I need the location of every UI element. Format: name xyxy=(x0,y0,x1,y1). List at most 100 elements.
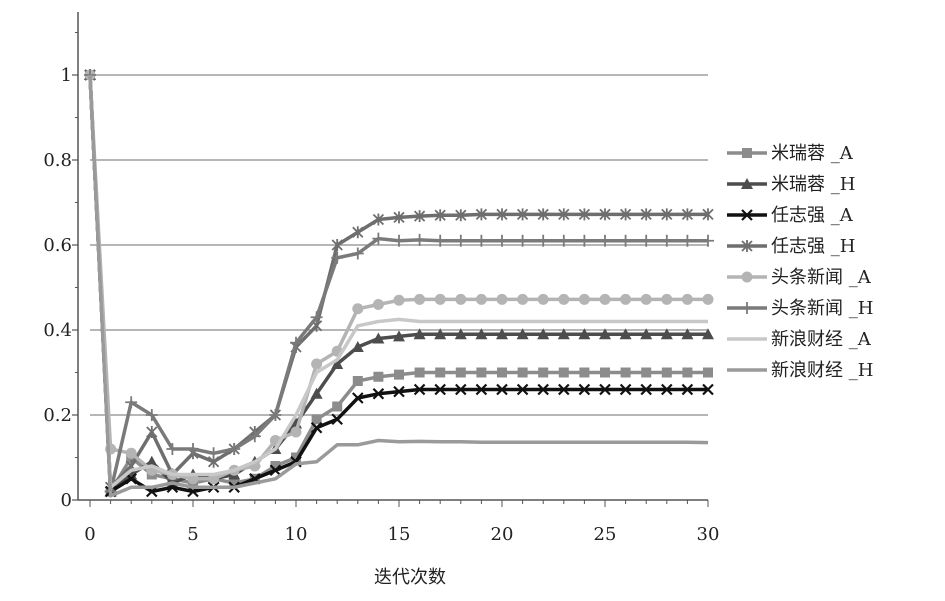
series-1-point xyxy=(579,367,590,378)
series-4-point xyxy=(475,208,488,221)
series-1-point xyxy=(311,414,322,425)
x-tick-label: 10 xyxy=(285,524,308,545)
series-3-point xyxy=(125,472,137,485)
series-layer xyxy=(84,69,714,498)
series-3-point xyxy=(434,383,446,396)
series-5 xyxy=(84,69,714,485)
series-1-point xyxy=(394,369,404,380)
series-5-point xyxy=(620,293,632,305)
legend-label-5: 头条新闻 _A xyxy=(771,267,872,288)
legend-label-1: 米瑞蓉 _A xyxy=(771,143,854,164)
series-5-point xyxy=(661,293,673,305)
series-line-4 xyxy=(88,74,708,490)
series-5-point xyxy=(311,358,323,370)
series-2-point xyxy=(516,328,529,340)
series-3-point xyxy=(661,383,673,396)
legend-marker-5 xyxy=(741,271,753,283)
series-3-point xyxy=(599,383,611,396)
series-1-point xyxy=(291,452,301,463)
series-6-point xyxy=(702,234,714,247)
series-1-point xyxy=(703,367,713,378)
series-1-point xyxy=(414,367,425,378)
x-tick-label: 5 xyxy=(187,524,198,545)
series-8 xyxy=(88,74,709,498)
x-axis-title: 迭代次数 xyxy=(374,567,446,588)
series-6-point xyxy=(413,233,426,246)
series-6-point xyxy=(599,234,611,247)
series-6-point xyxy=(537,234,550,247)
series-3-point xyxy=(681,383,694,396)
series-4-point xyxy=(681,208,694,221)
series-1 xyxy=(85,70,713,497)
legend-label-3: 任志强 _A xyxy=(771,205,854,226)
y-tick-label: 0.8 xyxy=(43,150,72,171)
series-4-point xyxy=(599,208,611,221)
series-3-point xyxy=(352,392,364,404)
x-tick-label: 0 xyxy=(84,524,95,545)
series-6-point xyxy=(310,311,323,324)
series-4-point xyxy=(496,208,508,221)
series-4-point xyxy=(516,208,529,221)
series-3-point xyxy=(496,383,508,396)
series-5-point xyxy=(558,293,570,305)
series-line-2 xyxy=(88,74,708,494)
series-4-point xyxy=(619,208,632,221)
series-6-point xyxy=(681,234,694,247)
series-line-3 xyxy=(88,74,708,494)
series-2-point xyxy=(372,332,385,344)
series-3-point xyxy=(516,383,529,396)
series-6-point xyxy=(578,234,591,247)
legend: 米瑞蓉 _A 米瑞蓉 _H 任志强 _A 任志强 _H 头条新闻 _A 头条新闻 _H 新浪… xyxy=(727,143,873,381)
series-5-point xyxy=(640,293,652,305)
series-2-point xyxy=(599,328,611,340)
series-line-6 xyxy=(88,74,708,494)
series-6-point xyxy=(557,234,570,247)
series-6-point xyxy=(434,234,447,247)
legend-marker-1 xyxy=(742,148,752,158)
series-6-point xyxy=(290,336,302,349)
series-6 xyxy=(84,69,714,498)
series-4-point xyxy=(578,208,591,221)
series-6-point xyxy=(145,409,158,421)
series-5-point xyxy=(681,293,693,305)
series-2-point xyxy=(393,330,405,342)
series-line-7 xyxy=(88,74,708,490)
series-1-point xyxy=(270,461,281,471)
series-6-point xyxy=(660,234,673,247)
series-4 xyxy=(84,69,714,494)
series-6-point xyxy=(496,234,508,247)
series-6-point xyxy=(331,251,344,264)
axes-layer: 00.20.40.60.810 5 10 15 20 25 30 xyxy=(43,12,720,545)
y-tick-label: 0.2 xyxy=(43,405,72,426)
legend-label-8: 新浪财经 _H xyxy=(771,360,873,381)
legend-label-4: 任志强 _H xyxy=(771,236,855,257)
series-6-point xyxy=(475,234,488,247)
series-3-point xyxy=(702,383,714,396)
series-2-point xyxy=(145,455,158,467)
series-5-point xyxy=(496,293,508,305)
series-5-point xyxy=(537,293,549,305)
y-tick-label: 0.6 xyxy=(43,235,72,256)
legend-marker-6 xyxy=(741,302,753,314)
series-1-point xyxy=(538,367,549,378)
series-2-point xyxy=(310,387,323,399)
series-1-point xyxy=(558,367,569,378)
series-4-point xyxy=(702,208,714,221)
series-6-point xyxy=(125,396,138,409)
series-5-point xyxy=(393,294,405,306)
series-6-point xyxy=(393,234,405,247)
x-tick-label: 30 xyxy=(697,524,720,545)
series-1-point xyxy=(620,367,631,378)
series-2-point xyxy=(537,328,550,340)
series-5-point xyxy=(702,293,714,305)
series-2-point xyxy=(434,328,447,340)
series-1-point xyxy=(641,367,652,378)
series-1-point xyxy=(682,367,693,378)
series-6-point xyxy=(207,447,220,460)
series-6-point xyxy=(640,234,653,247)
series-3 xyxy=(84,69,714,498)
series-1-point xyxy=(497,367,507,378)
series-1-point xyxy=(435,367,446,378)
series-4-point xyxy=(372,213,385,226)
